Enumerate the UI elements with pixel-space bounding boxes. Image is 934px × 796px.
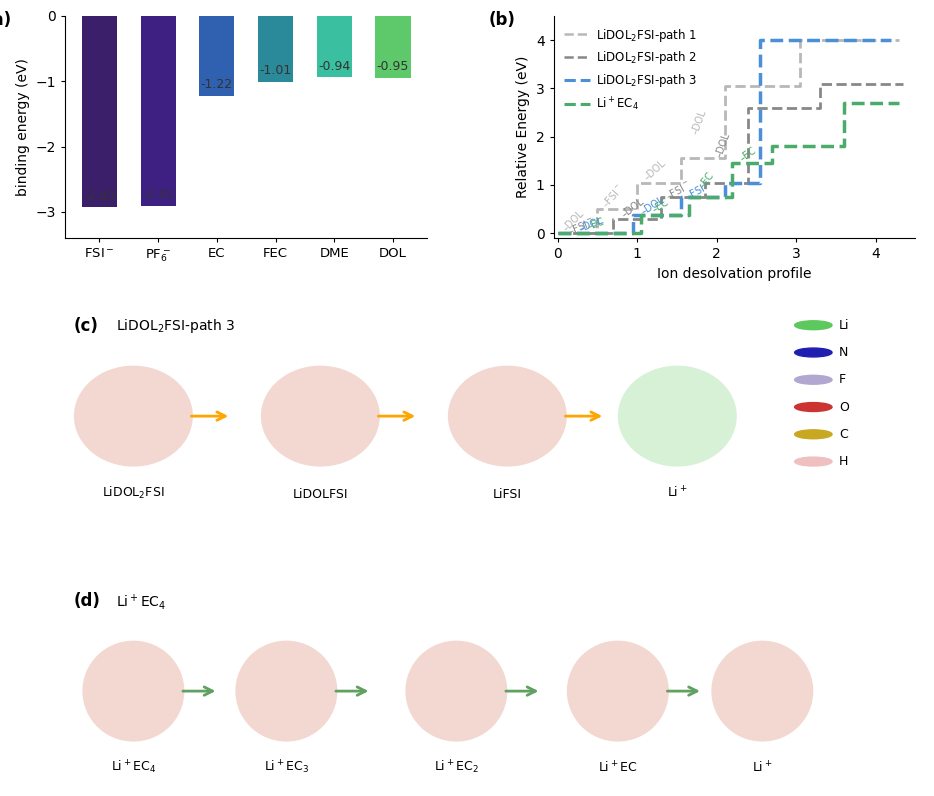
Ellipse shape (405, 641, 507, 742)
Text: -1.22: -1.22 (201, 78, 233, 91)
Text: –DOL: –DOL (620, 196, 646, 220)
Text: O: O (839, 400, 849, 414)
Text: –EC: –EC (698, 170, 716, 190)
Ellipse shape (74, 365, 193, 466)
Bar (317, 16, 352, 77)
Text: Li$^+$EC$_4$: Li$^+$EC$_4$ (111, 759, 156, 776)
Text: (c): (c) (74, 317, 99, 335)
Text: -0.94: -0.94 (318, 60, 350, 72)
Bar (258, 16, 293, 82)
Ellipse shape (618, 365, 737, 466)
Text: -2.93: -2.93 (83, 189, 116, 203)
Text: Li$^+$EC: Li$^+$EC (598, 761, 638, 776)
Text: –FSI$^-$: –FSI$^-$ (684, 178, 714, 201)
Text: Li$^+$EC$_4$: Li$^+$EC$_4$ (117, 592, 166, 612)
Text: LiDOL$_2$FSI-path 3: LiDOL$_2$FSI-path 3 (117, 317, 235, 335)
Ellipse shape (448, 365, 567, 466)
Text: –DOL: –DOL (577, 215, 605, 233)
Text: -0.95: -0.95 (376, 60, 409, 73)
Text: –DOL: –DOL (640, 195, 667, 217)
Text: –FSI$^-$: –FSI$^-$ (664, 178, 694, 201)
Ellipse shape (235, 641, 337, 742)
Circle shape (795, 430, 832, 439)
Text: –EC: –EC (738, 146, 758, 164)
Text: Li$^+$: Li$^+$ (752, 761, 772, 776)
Text: Li$^+$: Li$^+$ (667, 486, 687, 501)
Text: LiDOLFSI: LiDOLFSI (292, 488, 348, 501)
Bar (140, 16, 176, 206)
Text: -2.91: -2.91 (142, 189, 175, 201)
Text: (b): (b) (488, 11, 516, 29)
Text: –DOL: –DOL (714, 131, 731, 159)
Text: Li$^+$EC$_2$: Li$^+$EC$_2$ (434, 759, 479, 776)
Text: C: C (839, 427, 847, 441)
Text: –EC: –EC (651, 197, 672, 215)
Ellipse shape (261, 365, 380, 466)
Y-axis label: Relative Energy (eV): Relative Energy (eV) (517, 56, 531, 198)
Text: -1.01: -1.01 (260, 64, 291, 77)
X-axis label: Ion desolvation profile: Ion desolvation profile (658, 267, 812, 281)
Text: –FSI$^-$: –FSI$^-$ (566, 215, 597, 237)
Ellipse shape (82, 641, 184, 742)
Legend: LiDOL$_2$FSI-path 1, LiDOL$_2$FSI-path 2, LiDOL$_2$FSI-path 3, Li$^+$EC$_4$: LiDOL$_2$FSI-path 1, LiDOL$_2$FSI-path 2… (559, 21, 702, 117)
Text: (d): (d) (74, 592, 101, 611)
Circle shape (795, 348, 832, 357)
Circle shape (795, 321, 832, 330)
Text: –EC: –EC (586, 217, 605, 232)
Circle shape (795, 376, 832, 384)
Text: –DOL: –DOL (643, 158, 668, 183)
Bar (199, 16, 234, 96)
Text: LiFSI: LiFSI (493, 488, 522, 501)
Text: N: N (839, 346, 848, 359)
Text: –DOL: –DOL (689, 108, 708, 136)
Circle shape (795, 457, 832, 466)
Y-axis label: binding energy (eV): binding energy (eV) (16, 58, 30, 196)
Circle shape (795, 403, 832, 412)
Text: Li: Li (839, 318, 849, 332)
Text: LiDOL$_2$FSI: LiDOL$_2$FSI (102, 485, 164, 501)
Text: Li$^+$EC$_3$: Li$^+$EC$_3$ (263, 759, 309, 776)
Bar (375, 16, 411, 78)
Text: –DOL: –DOL (561, 209, 587, 234)
Text: –FSI$^-$: –FSI$^-$ (600, 181, 627, 210)
Ellipse shape (712, 641, 814, 742)
Text: (a): (a) (0, 11, 12, 29)
Bar (82, 16, 117, 207)
Ellipse shape (567, 641, 669, 742)
Text: F: F (839, 373, 846, 386)
Text: H: H (839, 455, 848, 468)
